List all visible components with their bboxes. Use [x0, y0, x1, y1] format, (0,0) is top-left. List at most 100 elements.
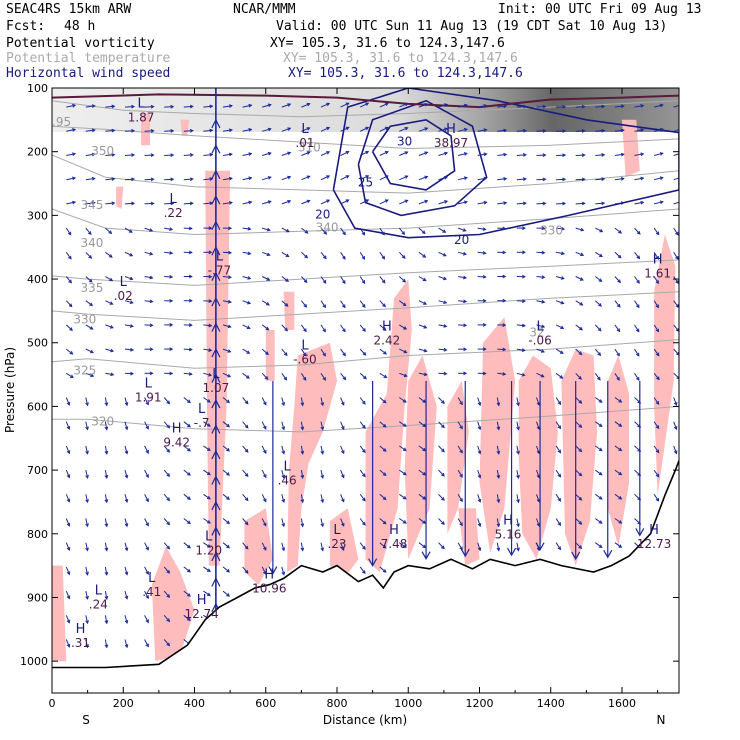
wind-vector: [164, 177, 175, 182]
wind-vector: [614, 128, 625, 133]
wind-vector: [359, 252, 366, 260]
wind-vector: [242, 226, 252, 231]
wind-vector: [497, 177, 508, 181]
wind-vector: [222, 348, 232, 353]
wind-vector: [281, 300, 289, 307]
wind-vector: [261, 469, 267, 479]
pv-region-20: [622, 119, 640, 178]
wind-vector: [653, 127, 664, 132]
wind-vector: [516, 299, 526, 303]
pv-region-12: [561, 349, 598, 566]
wind-vector: [222, 104, 233, 108]
extremum-value: 12.73: [637, 537, 671, 551]
wind-vector: [65, 615, 71, 624]
wind-vector: [163, 493, 171, 502]
wind-vector: [398, 300, 407, 307]
wind-vector: [418, 300, 428, 305]
wind-vector: [281, 103, 292, 108]
theta-label: 330: [73, 313, 96, 327]
wind-vector: [634, 227, 641, 235]
wind-vector: [340, 469, 345, 479]
extremum-value: .23: [327, 537, 346, 551]
wind-vector: [359, 150, 370, 156]
wind-vector: [614, 201, 625, 205]
wind-vector: [614, 542, 623, 548]
wind-vector: [399, 397, 407, 403]
terrain-surface: [52, 460, 679, 669]
wind-vector: [261, 300, 270, 306]
wind-vector: [164, 371, 174, 376]
wind-vector: [438, 151, 449, 156]
extremum-type: L: [145, 377, 153, 392]
downdraft-arrowhead: [535, 542, 545, 551]
wind-vector: [163, 445, 171, 453]
wind-vector: [673, 201, 679, 205]
field-name-wind: Horizontal wind speed: [6, 66, 171, 81]
x-tick-label: 800: [327, 697, 348, 710]
wind-vector: [379, 175, 389, 181]
extremum-value: .46: [278, 473, 297, 487]
wind-vector: [281, 200, 292, 205]
wind-vector: [65, 252, 72, 260]
wind-vector: [379, 566, 387, 573]
wind-vector: [359, 300, 366, 309]
wind-vector: [222, 372, 232, 378]
wind-vector: [183, 493, 191, 500]
wind-vector: [340, 227, 346, 236]
extremum-value: 12.74: [184, 607, 218, 621]
wind-vector: [222, 566, 230, 573]
wind-vector: [301, 199, 311, 205]
extremum-value: .22: [164, 206, 183, 220]
wind-vector: [496, 421, 501, 431]
wind-vector: [300, 348, 307, 357]
wind-vector: [477, 274, 487, 279]
wind-vector: [281, 127, 292, 132]
wind-vector: [65, 227, 72, 236]
wind-vector: [575, 445, 583, 453]
wind-vector: [497, 128, 508, 133]
wind-vector: [124, 347, 135, 352]
wind-vector: [516, 445, 520, 455]
wind-vector: [163, 421, 171, 429]
wind-vector: [536, 104, 547, 109]
wind-vector: [222, 590, 230, 597]
wind-vector: [320, 373, 326, 381]
theta-contour-350: [52, 125, 679, 150]
wind-vector: [65, 300, 73, 308]
extremum-value: 9.42: [163, 435, 190, 449]
wind-vector: [281, 227, 290, 233]
wind-vector: [575, 372, 582, 380]
wind-vector: [320, 518, 325, 528]
wind-vector: [124, 324, 134, 328]
wind-vector: [281, 348, 288, 357]
wind-vector: [457, 518, 463, 527]
forecast-hours: 48 h: [64, 19, 96, 34]
x-axis-title: Distance (km): [323, 713, 407, 727]
wind-vector: [595, 493, 603, 500]
wind-vector: [634, 200, 645, 205]
wind-vector: [536, 129, 547, 133]
wind-vector: [438, 397, 445, 405]
wind-vector: [634, 276, 640, 284]
wind-vector: [104, 615, 109, 625]
wind-vector: [536, 226, 546, 231]
wind-vector: [418, 127, 429, 132]
wind-vector: [183, 226, 193, 231]
y-tick-label: 500: [27, 337, 48, 350]
wind-vector: [85, 397, 89, 407]
wind-vector: [379, 324, 387, 332]
wind-vector: [242, 300, 252, 305]
wind-vector: [104, 397, 109, 407]
wind-vector: [261, 397, 267, 406]
wind-vector: [222, 299, 232, 304]
wind-vector: [634, 348, 640, 357]
wind-vector: [320, 251, 327, 260]
extremum-value: .41: [142, 585, 161, 599]
wind-vector: [555, 518, 562, 527]
wind-vector: [203, 421, 211, 427]
wind-vector: [653, 176, 664, 181]
wind-vector: [164, 153, 175, 158]
wind-vector: [614, 493, 623, 500]
wind-vector: [261, 494, 267, 503]
wind-vector: [261, 324, 270, 331]
